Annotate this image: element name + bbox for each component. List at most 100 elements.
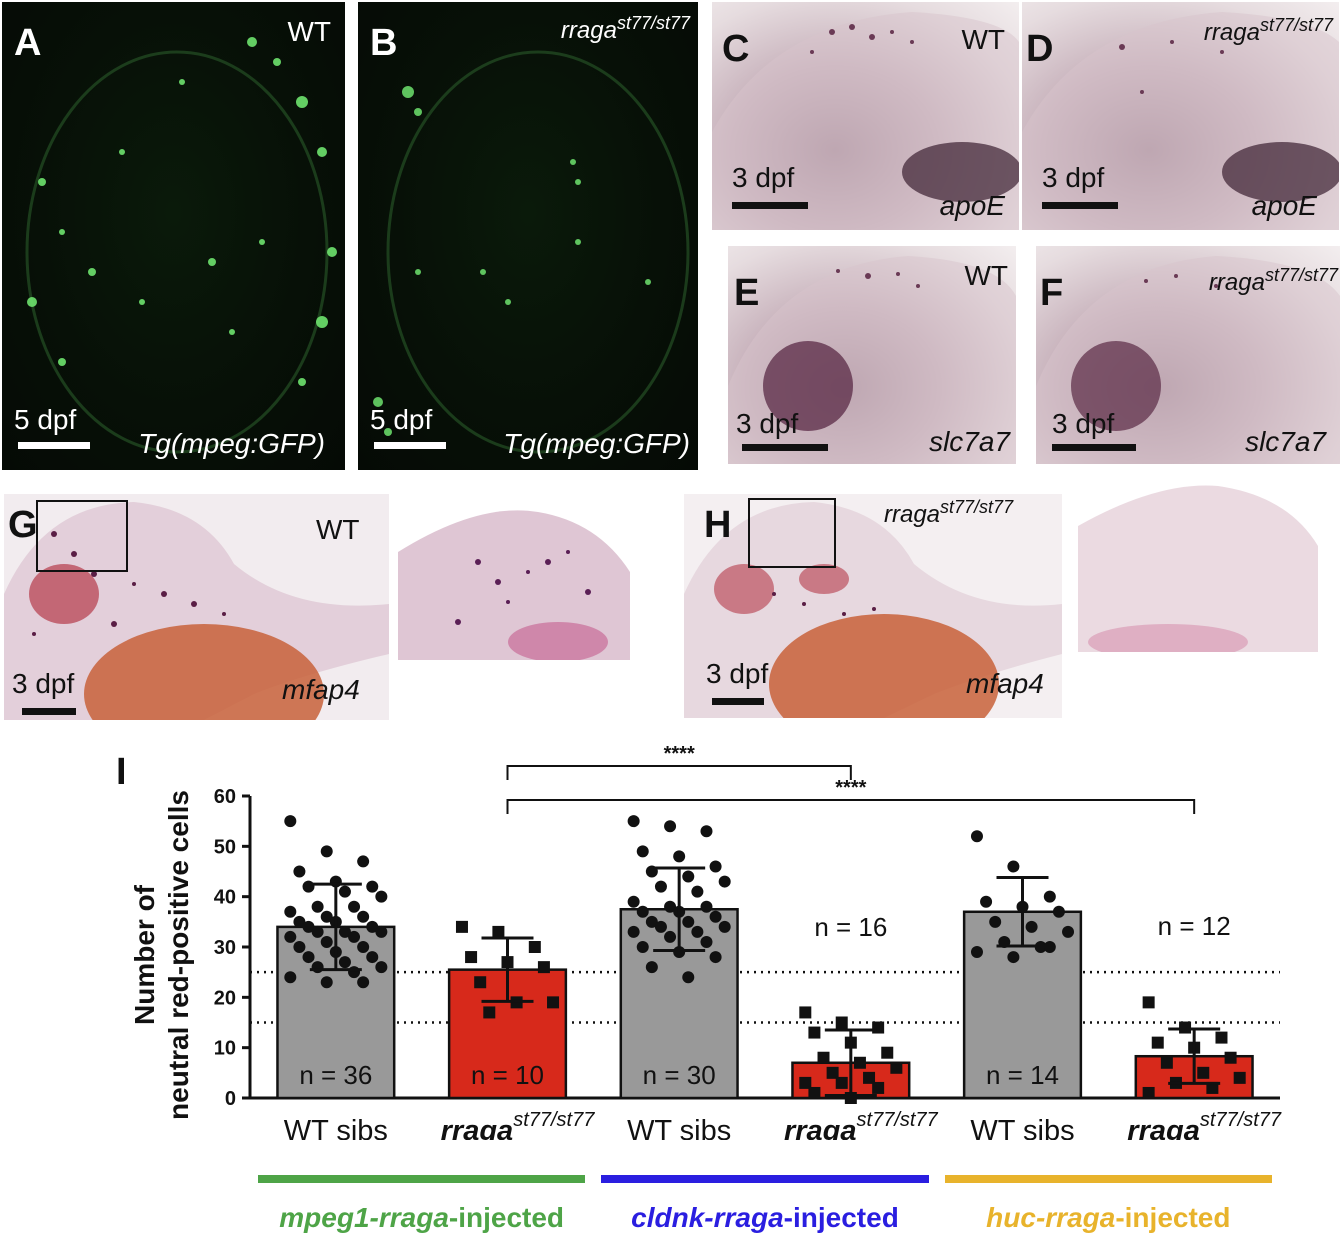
data-point xyxy=(682,870,695,883)
data-point xyxy=(1160,1056,1173,1069)
scale-bar xyxy=(742,444,828,451)
data-point xyxy=(826,1066,839,1079)
n-label: n = 10 xyxy=(471,1060,544,1090)
genotype-label: WT xyxy=(316,514,360,545)
significance-label: **** xyxy=(664,743,695,765)
data-point xyxy=(808,1026,821,1039)
data-point xyxy=(357,910,370,923)
data-point xyxy=(718,875,731,888)
panel-d-embryo xyxy=(1022,12,1339,230)
data-point xyxy=(645,961,658,974)
data-point xyxy=(872,1021,885,1034)
y-tick-label: 10 xyxy=(214,1038,236,1060)
data-point xyxy=(320,976,333,989)
data-point xyxy=(718,920,731,933)
data-point xyxy=(1007,951,1020,964)
bar xyxy=(619,908,739,1100)
data-point xyxy=(700,825,713,838)
panel-letter: I xyxy=(116,751,127,793)
zoom-box xyxy=(748,498,836,568)
data-point xyxy=(455,920,468,933)
data-point xyxy=(627,925,640,938)
data-point xyxy=(348,930,361,943)
data-point xyxy=(357,941,370,953)
data-point xyxy=(691,925,704,938)
group-line xyxy=(944,1175,1272,1183)
data-point xyxy=(375,890,388,903)
panel-c: C WT 3 dpf apoE xyxy=(712,2,1019,230)
data-point xyxy=(1043,941,1056,953)
n-label: n = 30 xyxy=(643,1060,716,1090)
data-point xyxy=(835,1076,848,1089)
data-point xyxy=(320,845,333,858)
scale-bar xyxy=(732,202,808,209)
y-axis-title-line-1: Number of xyxy=(129,884,160,1025)
y-tick-label: 60 xyxy=(214,786,236,808)
data-point xyxy=(547,996,560,1009)
data-point xyxy=(302,920,315,933)
data-point xyxy=(817,1051,830,1064)
data-point xyxy=(537,961,550,974)
genotype-label: WT xyxy=(961,24,1005,55)
data-point xyxy=(664,900,677,913)
data-point xyxy=(483,1006,496,1019)
data-point xyxy=(311,961,324,974)
data-point xyxy=(1142,996,1155,1009)
panel-g-embryo xyxy=(4,502,389,720)
data-point xyxy=(799,1006,812,1019)
panel-h-inset xyxy=(1078,476,1318,652)
scale-bar xyxy=(18,442,90,449)
panel-f: F rragast77/st77 3 dpf slc7a7 xyxy=(1036,246,1340,464)
data-point xyxy=(1179,1021,1192,1034)
data-point xyxy=(293,941,306,953)
data-point xyxy=(1043,890,1056,903)
data-point xyxy=(970,946,983,959)
y-axis-title-line-2: neutral red-positive cells xyxy=(163,790,194,1120)
data-point xyxy=(338,885,351,898)
data-point xyxy=(664,930,677,943)
marker-label: apoE xyxy=(939,190,1005,221)
y-tick-label: 20 xyxy=(214,987,236,1009)
panel-h-inset-image xyxy=(1078,485,1318,652)
marker-label: slc7a7 xyxy=(929,426,1010,457)
data-point xyxy=(1007,860,1020,873)
data-point xyxy=(1052,905,1065,918)
data-point xyxy=(709,910,722,923)
panel-e: E WT 3 dpf slc7a7 xyxy=(728,246,1016,464)
data-point xyxy=(348,966,361,979)
data-point xyxy=(1224,1051,1237,1064)
y-tick-label: 0 xyxy=(225,1088,236,1110)
significance-label: **** xyxy=(835,777,866,799)
panel-b: B rragast77/st77 5 dpf Tg(mpeg:GFP) xyxy=(358,2,698,470)
panel-g-inset-image xyxy=(398,510,630,660)
data-point xyxy=(1142,1086,1155,1099)
data-point xyxy=(980,895,993,908)
data-point xyxy=(366,880,379,893)
stage-label: 3 dpf xyxy=(732,162,795,193)
data-point xyxy=(284,905,297,918)
data-point xyxy=(311,900,324,913)
data-point xyxy=(636,905,649,918)
data-point xyxy=(1151,1036,1164,1049)
panel-h: H rragast77/st77 3 dpf mfap4 xyxy=(684,494,1062,718)
data-point xyxy=(375,961,388,974)
panel-g-inset xyxy=(398,492,630,660)
n-label: n = 16 xyxy=(814,912,887,942)
group-label: mpeg1-rraga-injected xyxy=(279,1202,565,1233)
genotype-label: rragast77/st77 xyxy=(1208,265,1338,296)
data-point xyxy=(348,900,361,913)
data-point xyxy=(375,925,388,938)
panel-d: D rragast77/st77 3 dpf apoE xyxy=(1022,2,1339,230)
data-point xyxy=(890,1061,903,1074)
significance-bracket xyxy=(506,765,852,780)
data-point xyxy=(808,1086,821,1099)
data-point xyxy=(989,915,1002,928)
x-tick-label: rragast77/st77 xyxy=(784,1109,939,1140)
group-line xyxy=(601,1175,929,1183)
panel-letter: E xyxy=(734,272,760,314)
data-point xyxy=(709,860,722,873)
panel-letter: B xyxy=(370,22,398,64)
marker-label: apoE xyxy=(1251,190,1317,221)
data-point xyxy=(284,930,297,943)
data-point xyxy=(1025,920,1038,933)
